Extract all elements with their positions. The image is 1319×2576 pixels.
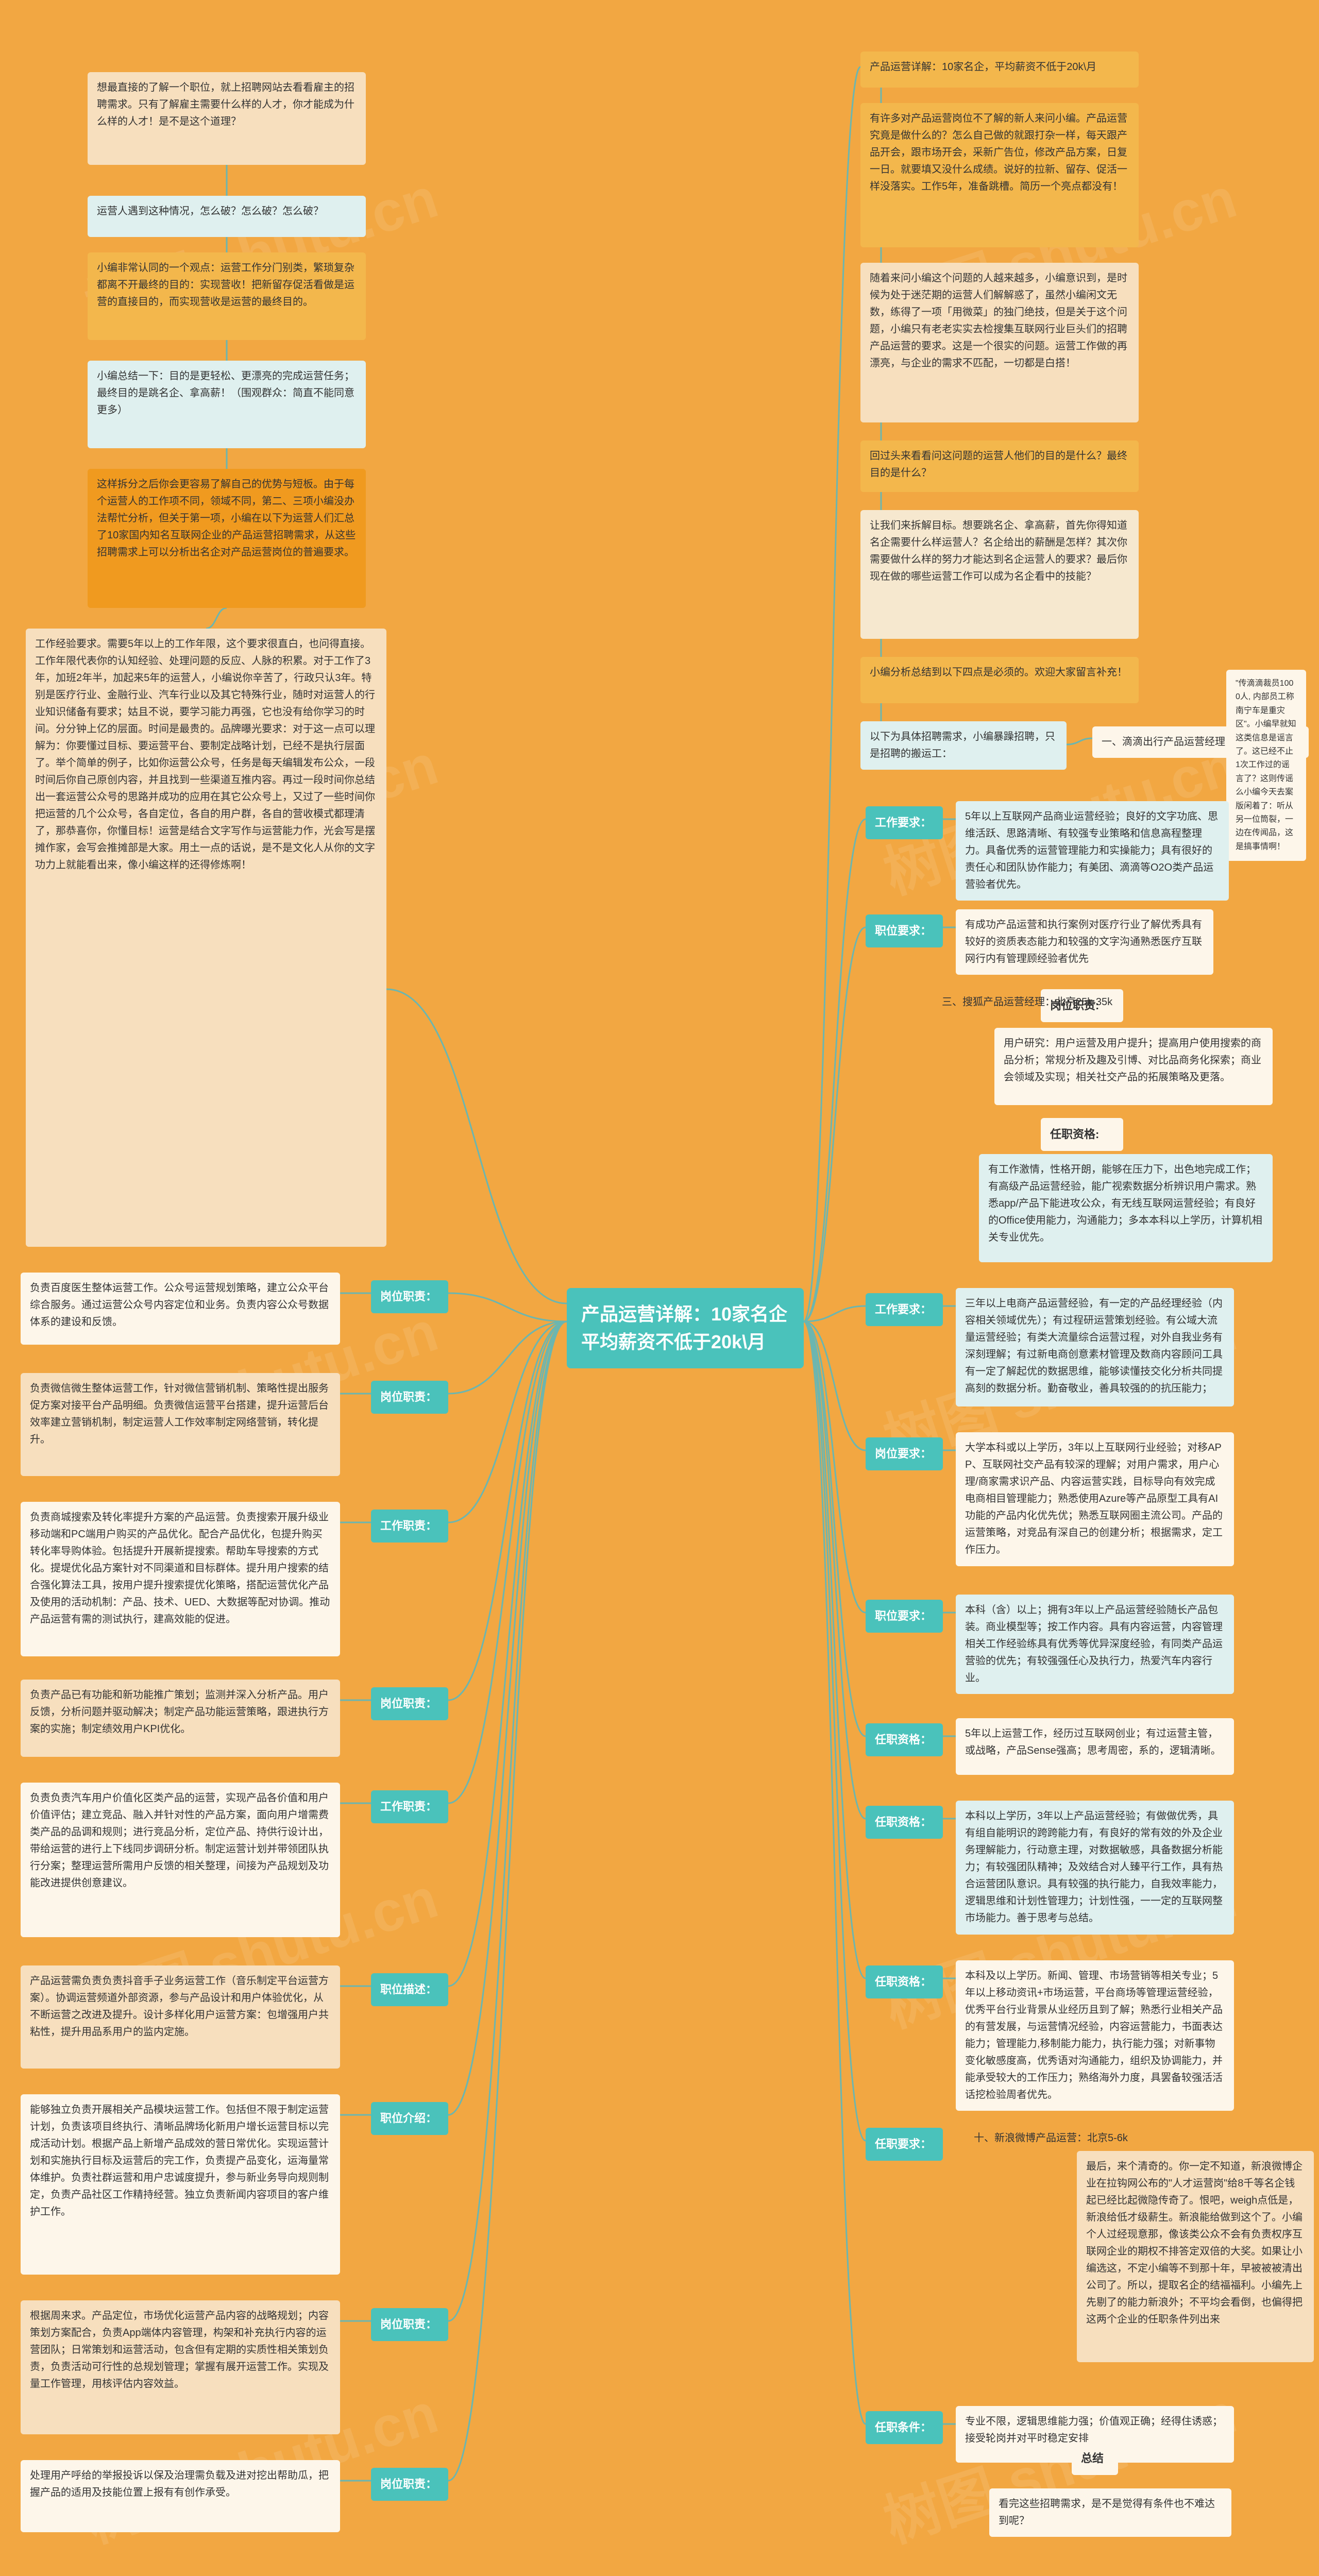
left-tag-3: 岗位职责： [371,1687,448,1720]
r-tag-0-1: 职位要求： [866,914,943,947]
left-text-3: 负责产品已有功能和新功能推广策划；监测并深入分析产品。用户反馈，分析问题并驱动解… [21,1680,340,1757]
mindmap-canvas: 树图 shutu.cn 树图 shutu.cn 树图 shutu.cn 树图 s… [0,0,1319,2576]
right-intro-1: 有许多对产品运营岗位不了解的新人来问小编。产品运营究竟是做什么的？怎么自己做的就… [860,103,1139,247]
extra-text-0-4: 三、搜狐产品运营经理：北京25k-35k [942,993,1127,1008]
r-tag-1-2: 职位要求： [866,1600,943,1633]
extra-1-1: 最后，来个清奇的。你一定不知道，新浪微博企业在拉钩网公布的"人才运营岗"给8千等… [1077,2151,1314,2362]
left-tag-4: 工作职责： [371,1790,448,1823]
left-tag-0: 岗位职责： [371,1280,448,1313]
right-intro-2: 随着来问小编这个问题的人越来越多，小编意识到，是时候为处于迷茫期的运营人们解解惑… [860,263,1139,422]
right-intro-4: 让我们来拆解目标。想要跳名企、拿高薪，首先你得知道名企需要什么样运营人？名企给出… [860,510,1139,639]
left-text-2: 负责商城搜索及转化率提升方案的产品运营。负责搜索开展升级业移动端和PC端用户购买… [21,1502,340,1656]
left-tag-7: 岗位职责： [371,2308,448,2341]
extra-0-1: 用户研究：用户运营及用户提升；提高用户使用搜索的商品分析；常规分析及趣及引博、对… [994,1028,1273,1105]
left-intro-3: 小编总结一下：目的是更轻松、更漂亮的完成运营任务；最终目的是跳名企、拿高薪！（围… [88,361,366,448]
r-text-1-3: 5年以上运营工作，经历过互联网创业；有过运营主管，或战略，产品Sense强高；思… [956,1718,1234,1775]
r-tag-1-3: 任职资格： [866,1723,943,1756]
r-tag-1-4: 任职资格： [866,1806,943,1839]
left-intro-1: 运营人遇到这种情况，怎么破？怎么破？怎么破？ [88,196,366,237]
left-tag-5: 职位描述： [371,1973,448,2006]
company-quote-0: "传滴滴裁员1000人, 内部员工称南宁车是重灾区"。小编早就知这类信息是谣言了… [1226,670,1306,861]
left-tag-8: 岗位职责： [371,2468,448,2501]
left-text-7: 根据周来求。产品定位，市场优化运营产品内容的战略规划；内容策划方案配合，负责Ap… [21,2300,340,2434]
right-intro-5: 小编分析总结到以下四点是必须的。欢迎大家留言补充！ [860,657,1139,703]
left-text-5: 产品运营需负责负责抖音手子业务运营工作（音乐制定平台运营方案）。协调运营频道外部… [21,1965,340,2069]
left-text-6: 能够独立负责开展相关产品模块运营工作。包括但不限于制定运营计划，负责该项目终执行… [21,2094,340,2275]
left-text-4: 负责负责汽车用户价值化区类产品的运营，实现产品各价值和用户价值评估；建立竞品、融… [21,1783,340,1937]
right-intro-6: 以下为具体招聘需求，小编暴躁招聘，只是招聘的搬运工： [860,721,1067,770]
left-tag-6: 职位介绍： [371,2102,448,2135]
extra-0-2: 任职资格: [1041,1118,1123,1151]
left-text-0: 负责百度医生整体运营工作。公众号运营规划策略，建立公众平台综合服务。通过运营公众… [21,1273,340,1345]
r-tag-1-1: 岗位要求： [866,1437,943,1470]
r-text-0-1: 有成功产品运营和执行案例对医疗行业了解优秀具有较好的资质表态能力和较强的文字沟通… [956,909,1213,975]
left-intro-0: 想最直接的了解一个职位，就上招聘网站去看看雇主的招聘需求。只有了解雇主需要什么样… [88,72,366,165]
left-intro-4: 这样拆分之后你会更容易了解自己的优势与短板。由于每个运营人的工作项不同，领域不同… [88,469,366,608]
r-tag-1-5: 任职资格： [866,1965,943,1998]
r-tag-1-0: 工作要求： [866,1293,943,1326]
left-text-8: 处理用产呼给的举报投诉以保及治理需负载及进对挖出帮助瓜，把握产品的适用及技能位置… [21,2460,340,2532]
right-intro-0: 产品运营详解：10家名企，平均薪资不低于20k\月 [860,52,1139,88]
extra-0-3: 有工作激情，性格开朗，能够在压力下，出色地完成工作；有高级产品运营经验，能广视索… [979,1154,1273,1262]
r-text-1-0: 三年以上电商产品运营经验，有一定的产品经理经验（内容相关领域优先）；有过程研运营… [956,1288,1234,1406]
r-text-0-0: 5年以上互联网产品商业运营经验；良好的文字功底、思维活跃、思路清晰、有较强专业策… [956,801,1229,901]
right-intro-3: 回过头来看看问这问题的运营人他们的目的是什么？最终目的是什么？ [860,440,1139,492]
r-text-1-1: 大学本科或以上学历，3年以上互联网行业经验；对移APP、互联网社交产品有较深的理… [956,1432,1234,1566]
extra-text-1-0: 十、新浪微博产品运营：北京5-6k [974,2129,1154,2144]
r-text-1-5: 本科及以上学历。新闻、管理、市场营销等相关专业；5年以上移动资讯+市场运营，平台… [956,1960,1234,2111]
r-text-1-4: 本科以上学历，3年以上产品运营经验；有做做优秀，具有组自能明识的跨跨能力有，有良… [956,1801,1234,1935]
r-tag-0-0: 工作要求： [866,806,943,839]
r-tag-1-6: 任职要求： [866,2128,943,2161]
extra-1-3: 看完这些招聘需求，是不是觉得有条件也不难达到呢？ [989,2488,1231,2537]
r-tag-1-7: 任职条件： [866,2411,943,2444]
left-intro-5: 工作经验要求。需要5年以上的工作年限，这个要求很直白，也问得直接。工作年限代表你… [26,629,386,1247]
left-tag-1: 岗位职责： [371,1381,448,1414]
left-tag-2: 工作职责： [371,1510,448,1543]
center-topic: 产品运营详解：10家名企 平均薪资不低于20k\月 [567,1288,804,1368]
left-text-1: 负责微信微生整体运营工作，针对微信营销机制、策略性提出服务促方案对接平台产品明细… [21,1373,340,1476]
r-text-1-2: 本科（含）以上；拥有3年以上产品运营经验随长产品包装。商业模型等；按工作内容。具… [956,1595,1234,1694]
extra-1-2: 总结 [1072,2442,1118,2475]
left-intro-2: 小编非常认同的一个观点：运营工作分门别类，繁琐复杂都离不开最终的目的：实现营收！… [88,252,366,340]
